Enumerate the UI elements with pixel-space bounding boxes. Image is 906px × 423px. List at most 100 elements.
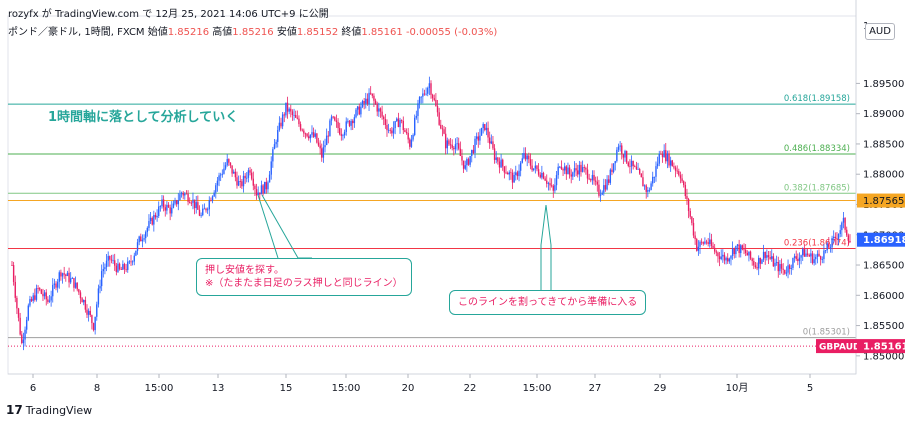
candle-body: [213, 192, 215, 197]
candle-body: [399, 120, 401, 128]
candle-body: [260, 185, 263, 195]
candle-body: [484, 124, 486, 131]
candle-body: [174, 200, 176, 204]
grid: [7, 15, 857, 375]
candle-body: [710, 239, 713, 246]
candle-body: [562, 169, 564, 171]
candle-body: [42, 293, 44, 297]
candle-body: [832, 236, 835, 238]
candle-body: [242, 175, 245, 187]
candle-body: [420, 96, 422, 98]
fib-label: 0.618(1.89158): [784, 94, 850, 104]
candle-body: [498, 161, 501, 168]
candle-body: [123, 264, 126, 270]
callout-support[interactable]: 押し安値を探す。 ※（たまたま日足のラス押しと同じライン）: [196, 258, 412, 296]
candle-body: [407, 132, 409, 140]
candle-body: [492, 141, 494, 149]
candle-body: [555, 175, 558, 186]
callout-support-line1: 押し安値を探す。: [205, 265, 284, 276]
candle-body: [536, 165, 538, 170]
candle-body: [348, 120, 351, 126]
candle-body: [109, 256, 111, 260]
candle-body: [593, 174, 595, 181]
candle-body: [658, 153, 660, 164]
candle-body: [58, 272, 60, 282]
candle-body: [397, 118, 400, 128]
candle-body: [704, 241, 706, 244]
x-tick-label: 13: [212, 383, 225, 394]
candle-body: [464, 165, 466, 169]
candle-body: [448, 140, 450, 145]
candle-body: [162, 199, 165, 208]
callout-break[interactable]: このラインを割ってきてから準備に入る: [449, 290, 647, 315]
candle-body: [402, 120, 404, 131]
candle-body: [601, 192, 603, 195]
candle-body: [334, 117, 336, 121]
candle-body: [678, 171, 680, 176]
candle-body: [347, 120, 349, 122]
candle-body: [102, 269, 104, 272]
candle-body: [572, 172, 574, 177]
candle-body: [117, 263, 119, 272]
candle-body: [712, 245, 714, 248]
candle-body: [71, 278, 74, 279]
candle-body: [727, 257, 729, 262]
candle-body: [309, 134, 312, 139]
candle-body: [741, 245, 744, 250]
candle-body: [583, 167, 585, 168]
x-tick-label: 27: [589, 383, 602, 394]
candle-body: [785, 272, 788, 274]
callout-break-pointer: [540, 204, 552, 290]
candle-body: [89, 310, 91, 316]
candle-body: [172, 203, 175, 208]
candle-body: [96, 304, 98, 317]
candle-body: [748, 251, 750, 256]
candle-body: [138, 236, 140, 243]
candle-body: [386, 125, 388, 131]
candle-body: [802, 249, 804, 256]
candle-body: [736, 244, 739, 246]
candle-body: [27, 305, 30, 320]
symbol-tag: [816, 339, 857, 354]
candle-body: [477, 136, 479, 141]
candle-body: [241, 181, 243, 187]
candle-body: [624, 150, 626, 158]
candle-body: [715, 251, 718, 253]
tradingview-logo[interactable]: 17 TradingView: [6, 403, 92, 417]
candle-body: [629, 165, 631, 167]
candle-body: [60, 272, 62, 277]
candle-body: [453, 147, 455, 150]
candle-body: [125, 269, 127, 271]
candle-body: [114, 260, 116, 266]
candle-body: [179, 194, 181, 201]
x-tick-label: 5: [807, 383, 813, 394]
candle-body: [810, 253, 812, 257]
candle-body: [841, 222, 843, 231]
time-axis: 6 8 15:00 13 15 15:00 20 22 15:00 27 29 10月 5: [8, 373, 856, 394]
candle-body: [272, 149, 274, 162]
candle-body: [339, 128, 341, 135]
candle-body: [99, 286, 101, 289]
candle-body: [585, 167, 587, 170]
candle-body: [61, 273, 64, 277]
candle-body: [784, 269, 786, 274]
candle-body: [298, 118, 300, 125]
candle-body: [467, 159, 470, 165]
candle-body: [436, 106, 439, 113]
candle-body: [560, 166, 563, 170]
candle-body: [231, 165, 233, 174]
candle-body: [208, 200, 210, 210]
candle-body: [34, 295, 36, 300]
candle-body: [413, 117, 416, 135]
candle-body: [100, 271, 103, 287]
candle-body: [140, 236, 142, 242]
candle-body: [515, 172, 517, 176]
candle-body: [144, 232, 147, 239]
candle-body: [554, 185, 556, 191]
currency-button[interactable]: AUD: [865, 23, 895, 40]
candle-body: [11, 265, 13, 266]
candle-body: [32, 295, 34, 301]
candle-body: [798, 257, 801, 262]
candle-body: [392, 128, 395, 134]
